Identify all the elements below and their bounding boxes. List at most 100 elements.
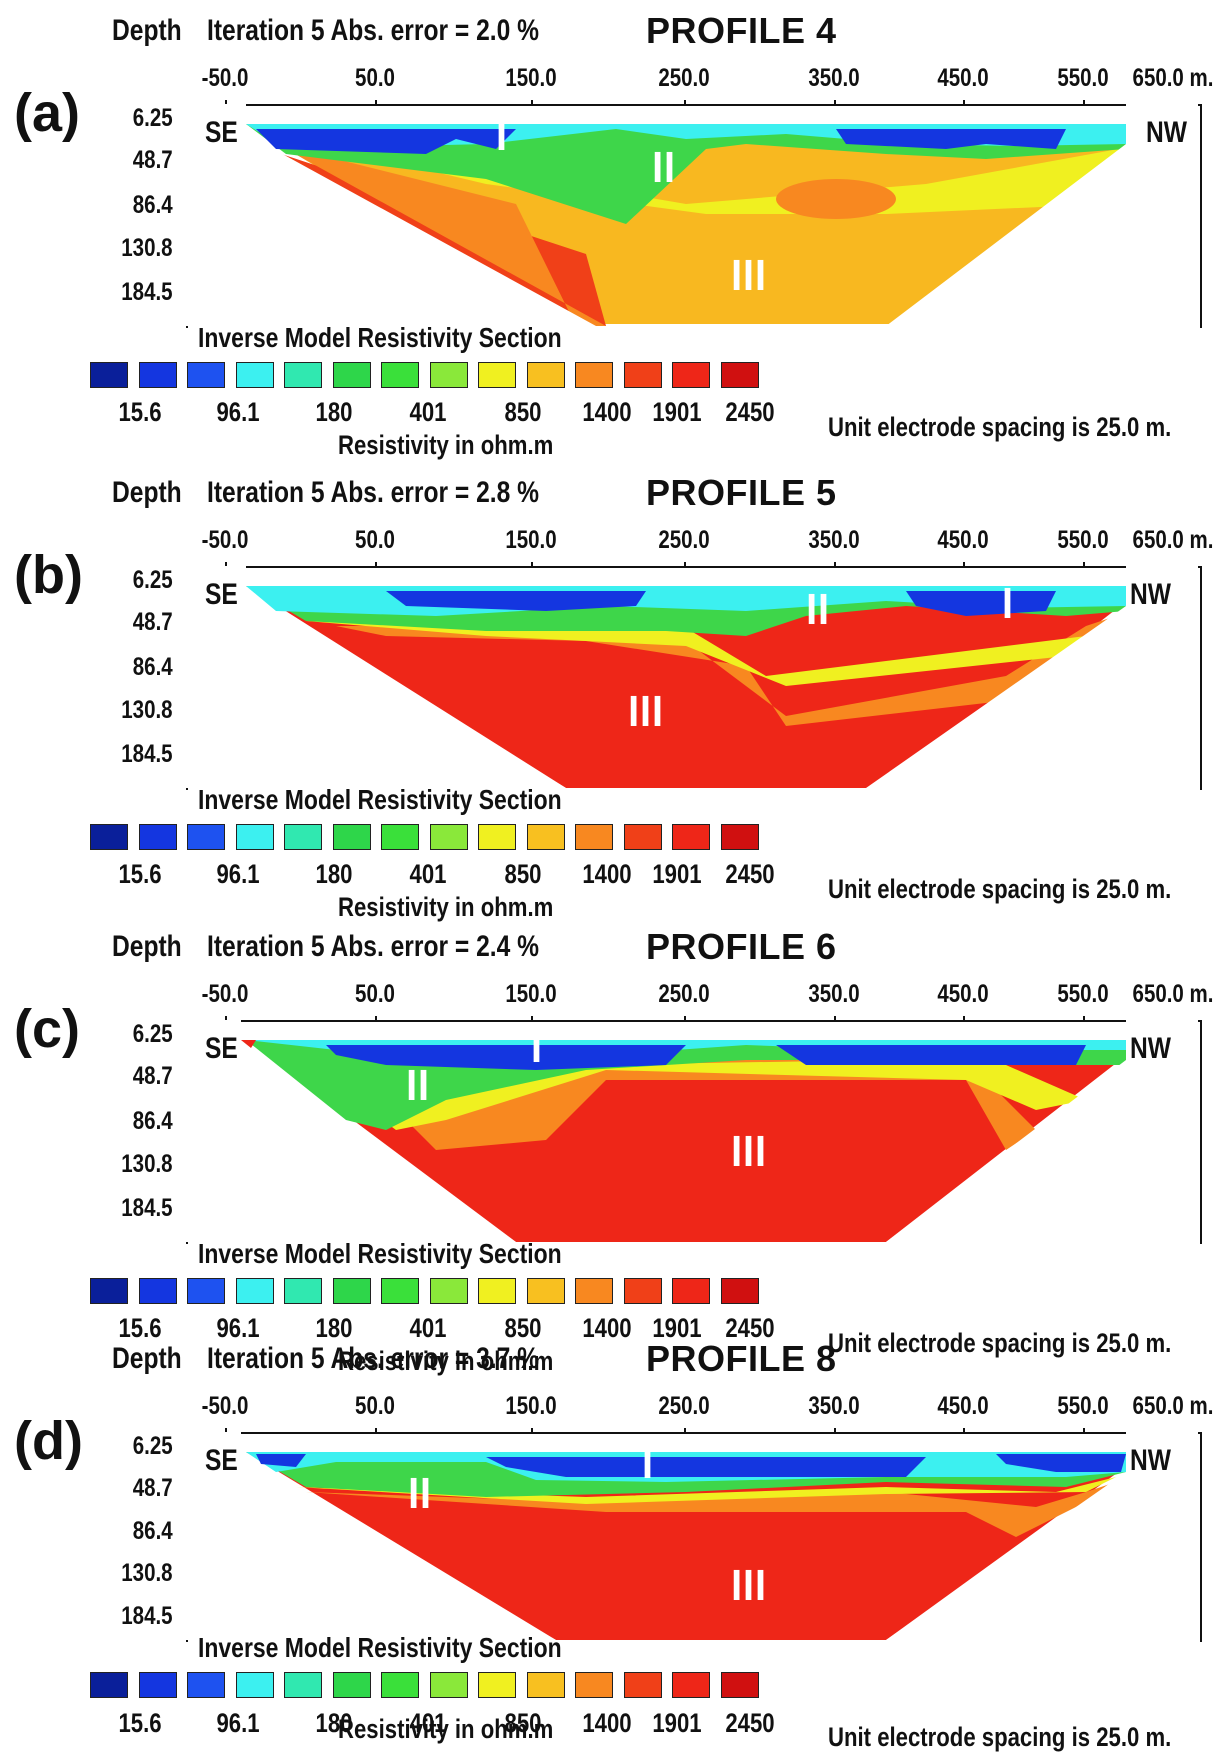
- red-corner: [241, 1040, 256, 1048]
- iteration-label: Iteration 5 Abs. error = 3.7 %: [207, 1342, 539, 1375]
- legend-title: Inverse Model Resistivity Section: [198, 1238, 562, 1269]
- mask-right: [886, 1020, 1198, 1242]
- x-tick: 350.0: [808, 980, 860, 1008]
- mask-left: [186, 1432, 556, 1640]
- dir-right: NW: [1130, 1032, 1171, 1065]
- depth-tick: 6.25: [133, 104, 173, 132]
- zone-label: II: [406, 1061, 430, 1110]
- legend-value: 15.6: [118, 1708, 162, 1738]
- legend-swatch: [332, 824, 371, 850]
- legend-swatch: [672, 362, 710, 388]
- legend-swatch: [478, 362, 516, 388]
- legend-swatch: [575, 1278, 613, 1304]
- zone-label: III: [731, 251, 767, 300]
- x-tick: 150.0: [505, 526, 557, 554]
- legend-value: 15.6: [118, 397, 162, 427]
- legend-value: 96.1: [216, 397, 260, 427]
- electrode-spacing: Unit electrode spacing is 25.0 m.: [828, 874, 1172, 904]
- x-tick: -50.0: [201, 526, 249, 554]
- layer-i-left: [256, 129, 516, 154]
- depth-tick: 6.25: [133, 566, 173, 594]
- x-tick: 350.0: [808, 526, 860, 554]
- legend-swatch: [284, 362, 322, 388]
- legend-swatch: [526, 1278, 565, 1304]
- x-tick: 450.0: [937, 980, 989, 1008]
- x-tick: 350.0: [808, 1392, 860, 1420]
- legend-value: 850: [504, 1708, 542, 1738]
- legend-value: 401: [409, 1313, 447, 1343]
- legend-value: 180: [315, 859, 353, 889]
- iteration-label: Iteration 5 Abs. error = 2.8 %: [207, 476, 539, 509]
- zone-label: I: [531, 1023, 543, 1072]
- legend-swatch: [332, 362, 371, 388]
- legend-value: 96.1: [216, 1708, 260, 1738]
- x-tick: -50.0: [201, 980, 249, 1008]
- x-tick: 150.0: [505, 1392, 557, 1420]
- panel-d: (d) Depth Iteration 5 Abs. error = 3.7 %…: [0, 1338, 1231, 1752]
- mask-left: [186, 104, 596, 326]
- legend-swatch: [381, 824, 419, 850]
- legend-swatch: [235, 824, 274, 850]
- mask-right: [866, 566, 1198, 788]
- legend-value: 96.1: [216, 1313, 260, 1343]
- layer-i-right: [836, 129, 1066, 149]
- legend-swatch: [429, 824, 468, 850]
- dir-left: SE: [205, 578, 238, 611]
- legend-swatch: [138, 362, 177, 388]
- resistivity-section: [186, 1432, 1198, 1640]
- panel-label: (b): [14, 545, 83, 605]
- profile-title: PROFILE 5: [646, 472, 837, 513]
- mask-right: [886, 104, 1198, 326]
- legend-title: Inverse Model Resistivity Section: [198, 1632, 562, 1663]
- x-tick: -50.0: [201, 1392, 249, 1420]
- x-tick: -50.0: [201, 64, 249, 92]
- legend-swatch: [720, 824, 759, 850]
- legend-value: 180: [315, 397, 353, 427]
- panel-label: (a): [14, 83, 80, 143]
- panel-c: (c) Depth Iteration 5 Abs. error = 2.4 %…: [0, 916, 1231, 1376]
- electrode-spacing: Unit electrode spacing is 25.0 m.: [828, 1722, 1172, 1752]
- legend-value: 1400: [582, 397, 632, 427]
- legend-swatch: [138, 1672, 177, 1698]
- legend-swatch: [138, 824, 177, 850]
- profile-title: PROFILE 8: [646, 1338, 837, 1379]
- dir-right: NW: [1130, 1444, 1171, 1477]
- layer-ii: [246, 124, 1126, 224]
- resistivity-section: [186, 1020, 1198, 1242]
- legend-swatch: [623, 824, 662, 850]
- dir-left: SE: [205, 1032, 238, 1065]
- legend-swatch: [575, 824, 613, 850]
- x-tick: 450.0: [937, 1392, 989, 1420]
- x-tick: 450.0: [937, 526, 989, 554]
- legend-value: 1400: [582, 859, 632, 889]
- resistivity-section: [186, 104, 1198, 326]
- legend-value: 850: [504, 859, 542, 889]
- profile-title: PROFILE 4: [646, 10, 837, 51]
- iteration-label: Iteration 5 Abs. error = 2.4 %: [207, 930, 539, 963]
- layer-i-left: [386, 591, 646, 611]
- dir-left: SE: [205, 116, 238, 149]
- legend-swatch: [235, 1278, 274, 1304]
- layer-yellow: [276, 134, 1186, 214]
- iteration-label: Iteration 5 Abs. error = 2.0 %: [207, 14, 539, 47]
- legend-value: 1901: [652, 397, 702, 427]
- legend-swatch: [526, 362, 565, 388]
- panel-b: (b) Depth Iteration 5 Abs. error = 2.8 %…: [0, 462, 1231, 922]
- mask-left: [186, 1020, 516, 1242]
- legend-swatch: [526, 824, 565, 850]
- x-tick: 50.0: [355, 1392, 395, 1420]
- legend-swatch: [90, 824, 128, 850]
- layer-i-left: [256, 1454, 306, 1467]
- mask-right: [886, 1432, 1198, 1640]
- x-tick: 450.0: [937, 64, 989, 92]
- legend-units: Resistivity in ohm.m: [338, 1346, 554, 1376]
- legend-units: Resistivity in ohm.m: [338, 892, 554, 922]
- x-tick: 50.0: [355, 526, 395, 554]
- legend-swatch: [187, 824, 225, 850]
- legend-value: 2450: [725, 397, 775, 427]
- legend-value: 401: [409, 859, 447, 889]
- depth-tick: 130.8: [121, 1559, 173, 1587]
- legend-units: Resistivity in ohm.m: [338, 430, 554, 460]
- x-tick: 250.0: [658, 980, 710, 1008]
- legend-swatch: [284, 1278, 322, 1304]
